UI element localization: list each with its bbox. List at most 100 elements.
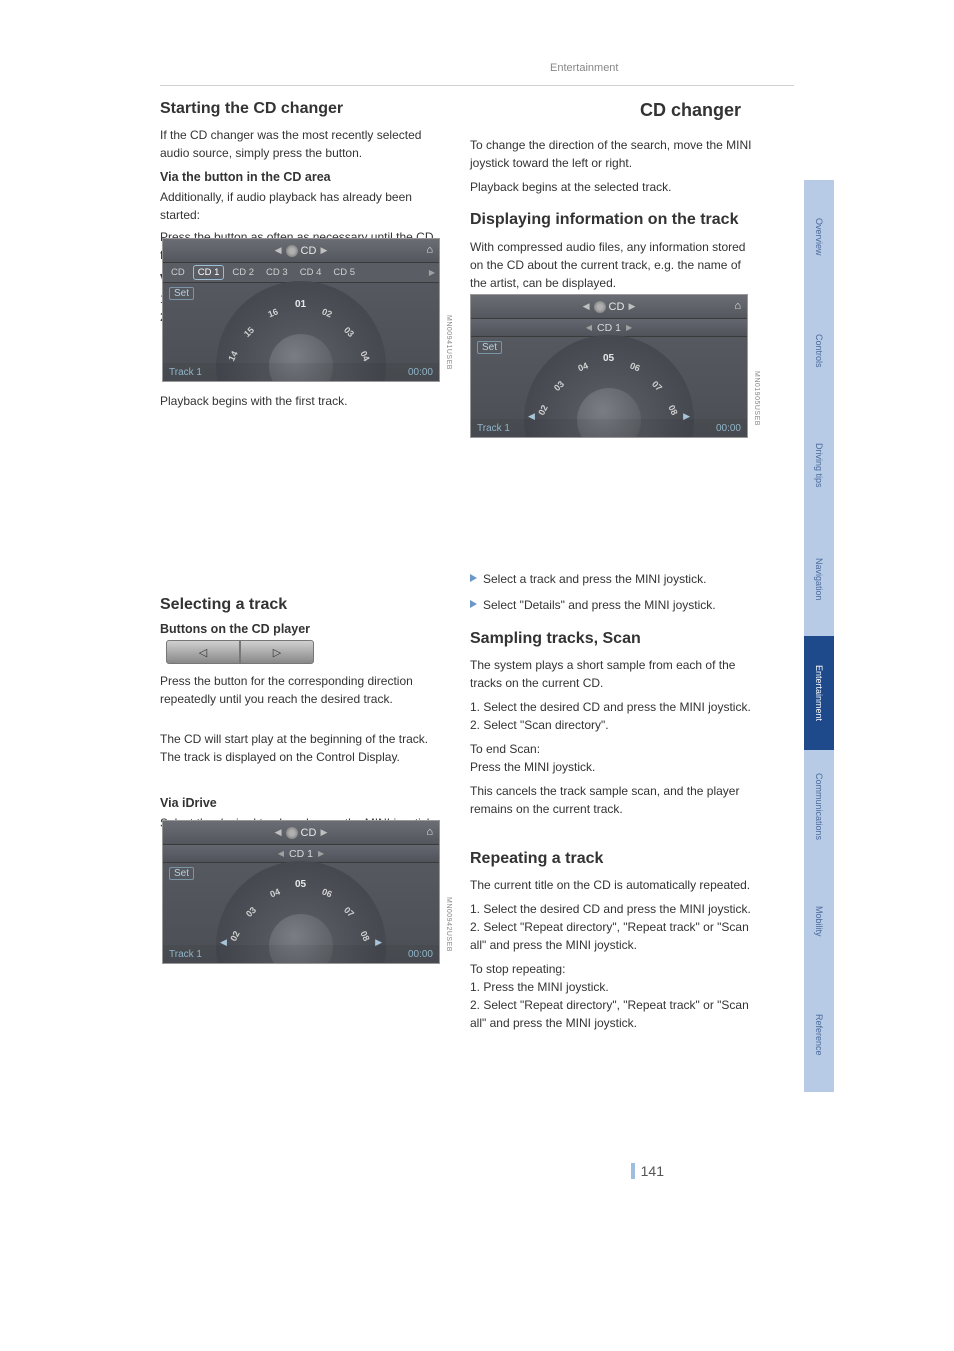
arrow-right-icon: ▶ [628, 301, 635, 312]
footer-track: Track 1 [169, 949, 202, 960]
r-list4-2: 2. Select "Repeat directory", "Repeat tr… [470, 996, 760, 1032]
scr2-body: Set ◀ 02 03 04 05 06 07 08 ▶ [163, 863, 439, 941]
screenshot-2: ◀ CD ▶ ⌂ ◀ CD 1 ▶ Set ◀ 02 03 04 [162, 820, 440, 964]
triangle-bullet-icon [470, 600, 477, 608]
r-list4-1: 1. Press the MINI joystick. [470, 978, 760, 996]
page-number: 141 [631, 1163, 664, 1179]
side-tabs: Overview Controls Driving tips Navigatio… [804, 180, 834, 1092]
side-tab-communications[interactable]: Communications [804, 750, 834, 864]
footer-time: 00:00 [408, 367, 433, 378]
arrow-right-icon: ▶ [626, 323, 632, 332]
arrow-left-icon: ◀ [278, 849, 284, 858]
seek-next-button[interactable]: ▷ [240, 640, 314, 664]
scr3-code: MN01905USEB [753, 371, 760, 426]
heading-display-info: Displaying information on the track [470, 210, 760, 230]
body-p1: If the CD changer was the most recently … [160, 126, 450, 162]
r-p2: Playback begins at the selected track. [470, 178, 760, 196]
left-sec-track: Selecting a track Buttons on the CD play… [160, 596, 450, 640]
footer-time: 00:00 [716, 423, 741, 434]
seek-prev-button[interactable]: ◁ [166, 640, 240, 664]
sub-buttons-cd: Buttons on the CD player [160, 622, 450, 636]
scr2-code: MN00942USEB [445, 897, 452, 952]
r-p1: To change the direction of the search, m… [470, 136, 760, 172]
header-rule [160, 85, 794, 86]
side-tab-reference[interactable]: Reference [804, 978, 834, 1092]
scr3-footer: Track 1 00:00 [471, 419, 747, 437]
disc-icon [594, 301, 606, 313]
header-title-right: CD changer [640, 100, 741, 121]
scr3-sub-label: CD 1 [597, 322, 621, 334]
tab-cd[interactable]: CD [167, 266, 189, 279]
tab-more-icon: ▶ [429, 268, 435, 277]
screenshot-1: ◀ CD ▶ ⌂ CD CD 1 CD 2 CD 3 CD 4 CD 5 ▶ S… [162, 238, 440, 382]
scr3-topbar: ◀ CD ▶ ⌂ [471, 295, 747, 319]
screenshot-3: ◀ CD ▶ ⌂ ◀ CD 1 ▶ Set ◀ 02 03 04 [470, 294, 748, 438]
side-tab-overview[interactable]: Overview [804, 180, 834, 294]
side-tab-controls[interactable]: Controls [804, 294, 834, 408]
r-scan-sec: Sampling tracks, Scan The system plays a… [470, 630, 760, 818]
screenshot-1-wrapper: ◀ CD ▶ ⌂ CD CD 1 CD 2 CD 3 CD 4 CD 5 ▶ S… [162, 238, 440, 382]
scr1-title: CD [301, 245, 317, 257]
dial-num-top: 01 [295, 299, 306, 310]
r-head-info: Displaying information on the track With… [470, 210, 760, 292]
r-p8: To stop repeating: [470, 960, 760, 978]
tab-cd4[interactable]: CD 4 [296, 266, 326, 279]
scr1-body: Set 14 15 16 01 02 03 04 [163, 283, 439, 361]
home-icon: ⌂ [426, 826, 433, 838]
scr2-topbar: ◀ CD ▶ ⌂ [163, 821, 439, 845]
page-footer: 141 [584, 1163, 664, 1181]
side-tab-driving[interactable]: Driving tips [804, 408, 834, 522]
arrow-left-icon: ◀ [586, 323, 592, 332]
tab-cd2[interactable]: CD 2 [228, 266, 258, 279]
set-button[interactable]: Set [169, 867, 194, 880]
heading-repeat: Repeating a track [470, 850, 760, 868]
r-p4: The system plays a short sample from eac… [470, 656, 760, 692]
seek-buttons: ◁ ▷ [166, 640, 314, 664]
bullet-item: Select a track and press the MINI joysti… [470, 570, 760, 588]
scr1-footer: Track 1 00:00 [163, 363, 439, 381]
dial-num-top: 05 [295, 879, 306, 890]
body-p7: The CD will start play at the beginning … [160, 730, 450, 766]
r-list3-1: 1. Select the desired CD and press the M… [470, 900, 760, 918]
set-button[interactable]: Set [169, 287, 194, 300]
r-p5b: Press the MINI joystick. [470, 758, 760, 776]
arrow-left-icon: ◀ [275, 827, 282, 838]
screenshot-2-wrapper: ◀ CD ▶ ⌂ ◀ CD 1 ▶ Set ◀ 02 03 04 [162, 820, 440, 964]
footer-track: Track 1 [477, 423, 510, 434]
side-tab-mobility[interactable]: Mobility [804, 864, 834, 978]
bullet-text: Select "Details" and press the MINI joys… [483, 598, 716, 612]
set-button[interactable]: Set [477, 341, 502, 354]
arrow-right-icon: ▶ [320, 827, 327, 838]
scr1-code: MN00941USEB [445, 315, 452, 370]
disc-icon [286, 245, 298, 257]
disc-icon [286, 827, 298, 839]
triangle-bullet-icon [470, 574, 477, 582]
bullet-text: Select a track and press the MINI joysti… [483, 572, 706, 586]
heading-select-track: Selecting a track [160, 596, 450, 614]
arrow-right-icon: ▶ [318, 849, 324, 858]
tab-cd5[interactable]: CD 5 [329, 266, 359, 279]
side-tab-navigation[interactable]: Navigation [804, 522, 834, 636]
dial-num-top: 05 [603, 353, 614, 364]
r-list2-2: 2. Select "Scan directory". [470, 716, 760, 734]
arrow-left-icon: ◀ [583, 301, 590, 312]
screenshot-3-wrapper: ◀ CD ▶ ⌂ ◀ CD 1 ▶ Set ◀ 02 03 04 [470, 294, 748, 438]
home-icon: ⌂ [734, 300, 741, 312]
page-root: Entertainment CD changer Overview Contro… [0, 0, 954, 1351]
r-p6: This cancels the track sample scan, and … [470, 782, 760, 818]
heading-starting-cd: Starting the CD changer [160, 100, 450, 118]
r-list2-1: 1. Select the desired CD and press the M… [470, 698, 760, 716]
home-icon: ⌂ [426, 244, 433, 256]
scr1-topbar: ◀ CD ▶ ⌂ [163, 239, 439, 263]
bullet-item: Select "Details" and press the MINI joys… [470, 596, 760, 614]
r-p5a: To end Scan: [470, 740, 760, 758]
r-list3-2: 2. Select "Repeat directory", "Repeat tr… [470, 918, 760, 954]
arrow-left-icon: ◀ [275, 245, 282, 256]
tab-cd1[interactable]: CD 1 [193, 265, 225, 280]
tab-cd3[interactable]: CD 3 [262, 266, 292, 279]
footer-track: Track 1 [169, 367, 202, 378]
sub-via-idrive-2: Via iDrive [160, 796, 450, 810]
side-tab-entertainment[interactable]: Entertainment [804, 636, 834, 750]
scr3-body: Set ◀ 02 03 04 05 06 07 08 ▶ [471, 337, 747, 415]
arrow-right-icon: ▶ [320, 245, 327, 256]
